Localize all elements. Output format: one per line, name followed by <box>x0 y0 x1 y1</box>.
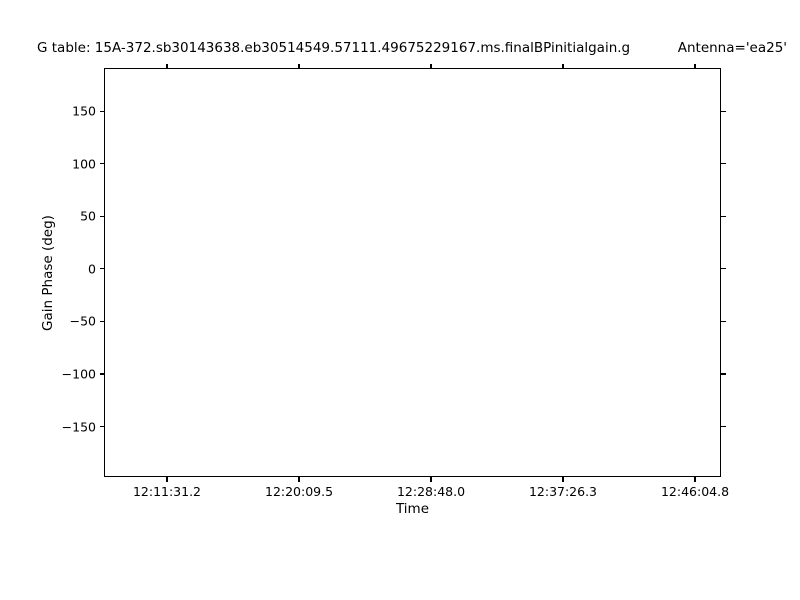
tick-mark <box>99 163 104 165</box>
tick-mark <box>298 63 300 68</box>
tick-mark <box>721 320 726 322</box>
tick-mark <box>721 215 726 217</box>
x-tick-label: 12:28:48.0 <box>396 484 466 499</box>
plot-frame <box>104 68 721 477</box>
tick-mark <box>562 477 564 482</box>
tick-mark <box>166 63 168 68</box>
x-tick-label: 12:11:31.2 <box>132 484 202 499</box>
tick-mark <box>694 477 696 482</box>
tick-mark <box>298 477 300 482</box>
tick-mark <box>166 477 168 482</box>
tick-mark <box>721 110 726 112</box>
y-tick-label: −100 <box>61 366 96 382</box>
chart-title: G table: 15A-372.sb30143638.eb30514549.5… <box>37 40 631 56</box>
y-tick-label: 50 <box>80 208 96 224</box>
y-tick-label: −50 <box>69 313 96 329</box>
tick-mark <box>430 63 432 68</box>
x-axis-label: Time <box>395 501 430 517</box>
tick-mark <box>562 63 564 68</box>
x-tick-label: 12:37:26.3 <box>528 484 598 499</box>
tick-mark <box>721 425 726 428</box>
tick-mark <box>694 63 696 68</box>
tick-mark <box>99 215 104 217</box>
tick-mark <box>99 425 104 428</box>
tick-mark <box>99 268 104 270</box>
x-tick-label: 12:20:09.5 <box>264 484 334 499</box>
y-tick-label: 100 <box>72 156 96 172</box>
tick-mark <box>99 110 104 112</box>
chart-antenna-label: Antenna='ea25' <box>677 40 787 56</box>
y-tick-label: 150 <box>72 103 96 119</box>
tick-mark <box>721 268 726 270</box>
tick-mark <box>99 320 104 322</box>
tick-mark <box>721 373 726 375</box>
chart-title-row: G table: 15A-372.sb30143638.eb30514549.5… <box>37 40 787 56</box>
tick-mark <box>99 373 104 375</box>
y-axis-label: Gain Phase (deg) <box>40 214 56 331</box>
tick-mark <box>430 477 432 482</box>
tick-mark <box>721 163 726 165</box>
y-tick-label: −150 <box>61 419 96 435</box>
x-tick-label: 12:46:04.8 <box>660 484 730 499</box>
y-tick-label: 0 <box>88 261 96 277</box>
